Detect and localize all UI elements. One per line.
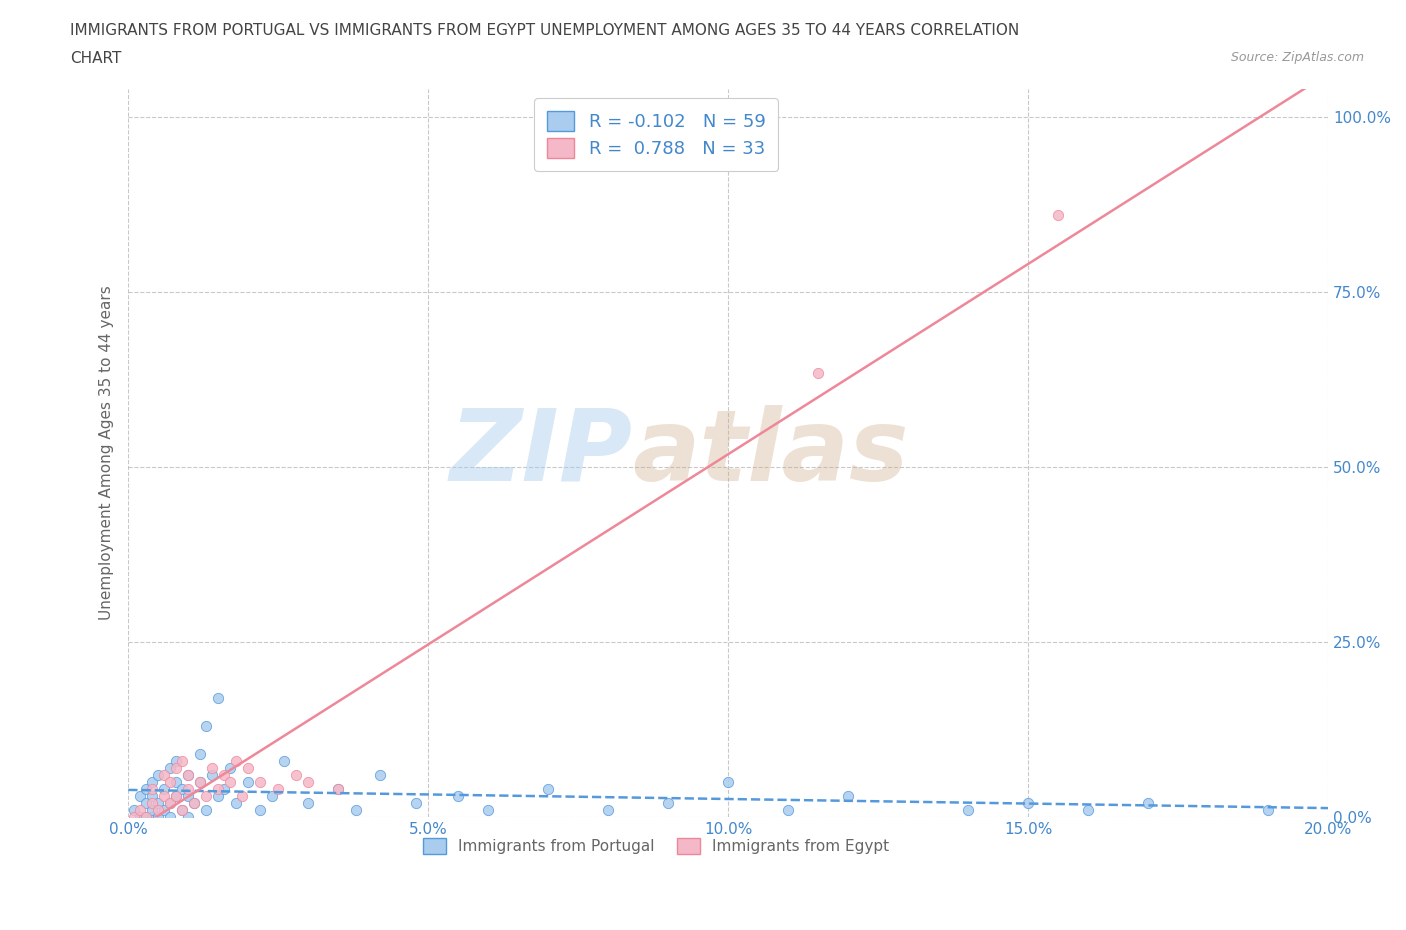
Point bbox=[165, 761, 187, 776]
Point bbox=[177, 767, 200, 782]
Point bbox=[148, 803, 170, 817]
Point bbox=[183, 795, 205, 810]
Point bbox=[1017, 795, 1039, 810]
Point bbox=[207, 789, 229, 804]
Point bbox=[717, 775, 740, 790]
Point bbox=[405, 795, 427, 810]
Point bbox=[249, 803, 271, 817]
Point bbox=[153, 781, 176, 796]
Point bbox=[273, 753, 295, 768]
Point bbox=[177, 809, 200, 824]
Point bbox=[177, 767, 200, 782]
Point bbox=[537, 781, 560, 796]
Point bbox=[141, 789, 163, 804]
Point bbox=[285, 767, 308, 782]
Point bbox=[201, 761, 224, 776]
Point bbox=[195, 803, 218, 817]
Text: Source: ZipAtlas.com: Source: ZipAtlas.com bbox=[1230, 51, 1364, 64]
Point bbox=[267, 781, 290, 796]
Point bbox=[159, 809, 181, 824]
Point bbox=[135, 809, 157, 824]
Point bbox=[778, 803, 800, 817]
Point bbox=[141, 803, 163, 817]
Point bbox=[477, 803, 499, 817]
Point bbox=[122, 809, 145, 824]
Point bbox=[212, 781, 235, 796]
Point bbox=[238, 775, 260, 790]
Point bbox=[1077, 803, 1099, 817]
Point bbox=[207, 781, 229, 796]
Point bbox=[297, 775, 319, 790]
Point bbox=[135, 781, 157, 796]
Point bbox=[177, 781, 200, 796]
Point bbox=[153, 767, 176, 782]
Point bbox=[837, 789, 859, 804]
Point bbox=[657, 795, 679, 810]
Point bbox=[172, 803, 194, 817]
Point bbox=[598, 803, 620, 817]
Point bbox=[159, 761, 181, 776]
Point bbox=[141, 795, 163, 810]
Point bbox=[159, 795, 181, 810]
Point bbox=[1257, 803, 1279, 817]
Point bbox=[207, 690, 229, 705]
Point bbox=[1137, 795, 1160, 810]
Text: ZIP: ZIP bbox=[449, 405, 633, 501]
Point bbox=[172, 803, 194, 817]
Point bbox=[159, 775, 181, 790]
Legend: Immigrants from Portugal, Immigrants from Egypt: Immigrants from Portugal, Immigrants fro… bbox=[416, 831, 896, 860]
Point bbox=[172, 753, 194, 768]
Point bbox=[219, 775, 242, 790]
Point bbox=[447, 789, 470, 804]
Point bbox=[807, 365, 830, 380]
Point bbox=[188, 775, 211, 790]
Point bbox=[219, 761, 242, 776]
Point bbox=[225, 753, 247, 768]
Point bbox=[368, 767, 391, 782]
Point bbox=[328, 781, 350, 796]
Y-axis label: Unemployment Among Ages 35 to 44 years: Unemployment Among Ages 35 to 44 years bbox=[100, 286, 114, 620]
Point bbox=[188, 747, 211, 762]
Point bbox=[148, 809, 170, 824]
Point bbox=[148, 767, 170, 782]
Text: atlas: atlas bbox=[633, 405, 908, 501]
Point bbox=[328, 781, 350, 796]
Point bbox=[225, 795, 247, 810]
Point bbox=[165, 753, 187, 768]
Point bbox=[212, 767, 235, 782]
Point bbox=[188, 775, 211, 790]
Point bbox=[129, 803, 152, 817]
Point bbox=[165, 789, 187, 804]
Point bbox=[129, 809, 152, 824]
Point bbox=[195, 718, 218, 733]
Point bbox=[297, 795, 319, 810]
Point bbox=[238, 761, 260, 776]
Point bbox=[153, 803, 176, 817]
Point bbox=[122, 803, 145, 817]
Point bbox=[135, 809, 157, 824]
Point bbox=[262, 789, 284, 804]
Text: CHART: CHART bbox=[70, 51, 122, 66]
Point bbox=[165, 789, 187, 804]
Point bbox=[183, 795, 205, 810]
Text: IMMIGRANTS FROM PORTUGAL VS IMMIGRANTS FROM EGYPT UNEMPLOYMENT AMONG AGES 35 TO : IMMIGRANTS FROM PORTUGAL VS IMMIGRANTS F… bbox=[70, 23, 1019, 38]
Point bbox=[177, 789, 200, 804]
Point bbox=[957, 803, 980, 817]
Point bbox=[201, 767, 224, 782]
Point bbox=[231, 789, 253, 804]
Point bbox=[153, 789, 176, 804]
Point bbox=[1047, 207, 1070, 222]
Point bbox=[249, 775, 271, 790]
Point bbox=[141, 775, 163, 790]
Point bbox=[129, 789, 152, 804]
Point bbox=[141, 809, 163, 824]
Point bbox=[141, 781, 163, 796]
Point bbox=[135, 795, 157, 810]
Point bbox=[195, 789, 218, 804]
Point bbox=[172, 781, 194, 796]
Point bbox=[148, 795, 170, 810]
Point bbox=[159, 795, 181, 810]
Point bbox=[344, 803, 367, 817]
Point bbox=[165, 775, 187, 790]
